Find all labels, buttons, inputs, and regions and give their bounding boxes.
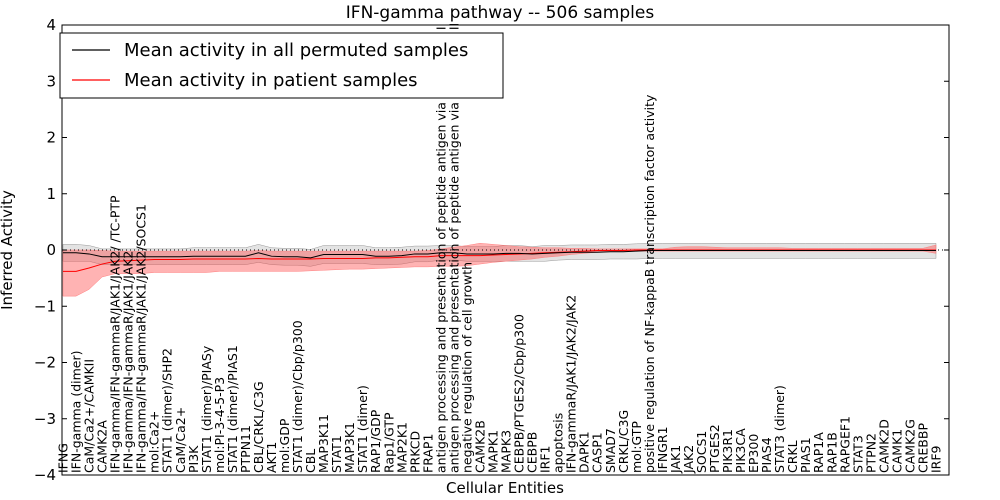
category-label: PIAS1 <box>798 437 813 473</box>
category-label: mol:PI-3-4-5-P3 <box>212 377 227 473</box>
category-label: AKT1 <box>264 442 279 473</box>
category-label: STAT3 <box>850 435 865 473</box>
category-label: CaM/Ca2+/CAMKII <box>82 359 97 473</box>
category-label: CAMK2G <box>902 419 917 473</box>
category-label: mol:Ca2+ <box>147 411 162 473</box>
category-label: DAPK1 <box>577 431 592 473</box>
category-label: IFN-gammaR/JAK1/JAK2/JAK2 <box>564 295 579 473</box>
category-label: CEBPB <box>525 432 540 473</box>
category-label: CAMK2B <box>472 420 487 473</box>
series-lines <box>63 249 936 272</box>
category-label: JAK1 <box>668 445 683 474</box>
category-label: CBL <box>303 449 318 473</box>
category-label: CaM/Ca2+ <box>173 407 188 473</box>
category-label: IRF9 <box>929 445 944 473</box>
category-label: MAPK1 <box>485 430 500 473</box>
category-label: STAT1 (dimer)/Cbp/p300 <box>290 320 305 473</box>
category-label: STAT3 (dimer) <box>772 385 787 473</box>
category-label: RAP1/GDP <box>368 409 383 473</box>
category-label: apoptosis <box>551 413 566 473</box>
category-label: PIK3CA <box>733 428 748 473</box>
category-label: RAP1A <box>811 432 826 473</box>
category-label: RAPGEF1 <box>837 416 852 473</box>
category-label: CRKL <box>785 440 800 473</box>
category-label: STAT1 (dimer)/SHP2 <box>160 348 175 473</box>
category-label: EP300 <box>746 434 761 473</box>
y-tick-label: −4 <box>34 466 56 484</box>
category-label: CRKL/C3G <box>616 410 631 473</box>
y-axis-label: Inferred Activity <box>0 190 16 310</box>
category-label: CASP1 <box>590 432 605 473</box>
category-label: IFN-gamma (dimer) <box>69 351 84 474</box>
series-line-permuted <box>63 250 936 259</box>
category-label: SOCS1 <box>694 431 709 473</box>
y-tick-label: −3 <box>34 410 56 428</box>
category-label: JAK2 <box>681 445 696 474</box>
category-label: negative regulation of cell growth <box>459 262 474 473</box>
category-label: IFN-gamma/IFN-gammaR/JAK1/JAK2/ /TC-PTP <box>108 195 123 473</box>
chart-title: IFN-gamma pathway -- 506 samples <box>346 3 655 23</box>
category-label: RAP1B <box>824 432 839 473</box>
legend: Mean activity in all permuted samples Me… <box>59 32 504 99</box>
category-label: MAP3K11 <box>316 414 331 473</box>
category-label: CEBPB/PTGES2/Cbp/p300 <box>512 314 527 473</box>
category-label: CAMK2D <box>876 419 891 473</box>
category-label: STAT1 (dimer)/PIAS1 <box>225 345 240 473</box>
category-label: PIAS4 <box>759 437 774 473</box>
category-label: positive regulation of NF-kappaB transcr… <box>642 94 657 473</box>
category-label: CBL/CRKL/C3G <box>251 381 266 473</box>
y-tick-label: −2 <box>34 354 56 372</box>
category-label: mol:GTP <box>629 421 644 473</box>
y-tick-label: 0 <box>46 241 56 259</box>
category-label: CREBBP <box>915 423 930 473</box>
category-label: MAP3K1 <box>342 422 357 473</box>
legend-box <box>59 32 504 99</box>
category-label: Rap1/GTP <box>381 412 396 473</box>
y-tick-label: 1 <box>46 185 56 203</box>
category-label: CAMK1 <box>889 429 904 473</box>
y-tick-label: 3 <box>46 72 56 90</box>
x-axis-label: Cellular Entities <box>446 479 564 497</box>
category-label: PIK3R1 <box>720 429 735 473</box>
y-tick-label: 4 <box>46 16 56 34</box>
category-label: FRAP1 <box>420 434 435 473</box>
category-label: STAT1 (dimer) <box>355 385 370 473</box>
category-label: IFN-gamma/IFN-gammaR/JAK1/JAK2/SOCS1 <box>134 204 149 473</box>
category-label: MAPK3 <box>499 430 514 473</box>
legend-label-patient: Mean activity in patient samples <box>124 70 418 91</box>
category-label: PI3K <box>186 445 201 473</box>
y-tick-label: 2 <box>46 129 56 147</box>
category-label: PTPN2 <box>863 433 878 473</box>
category-label: PTGES2 <box>707 424 722 473</box>
category-label: PRKCD <box>407 431 422 473</box>
category-label: SMAD7 <box>603 428 618 473</box>
category-label: IFNG <box>56 443 71 473</box>
confidence-bands <box>62 242 937 297</box>
category-label: mol:GDP <box>277 418 292 473</box>
category-label: MAP2K1 <box>394 422 409 473</box>
y-axis-ticks: −4 −3 −2 −1 0 1 2 3 4 <box>34 16 949 484</box>
band-patient <box>62 242 937 297</box>
category-label: antigen processing and presentation of p… <box>446 23 461 473</box>
category-label: IRF1 <box>538 445 553 473</box>
category-label: STAT1 (dimer)/PIASy <box>199 345 214 473</box>
category-label: STAT1 <box>329 435 344 473</box>
category-label: IFN-gamma/IFN-gammaR/JAK1/JAK2 <box>121 251 136 473</box>
category-label: IFNGR1 <box>655 426 670 473</box>
category-label: CAMK2A <box>95 420 110 473</box>
y-tick-label: −1 <box>34 297 56 315</box>
category-label: PTPN11 <box>238 425 253 473</box>
category-label: antigen processing and presentation of p… <box>433 26 448 473</box>
legend-label-permuted: Mean activity in all permuted samples <box>124 40 468 61</box>
series-line-patient <box>63 249 936 272</box>
